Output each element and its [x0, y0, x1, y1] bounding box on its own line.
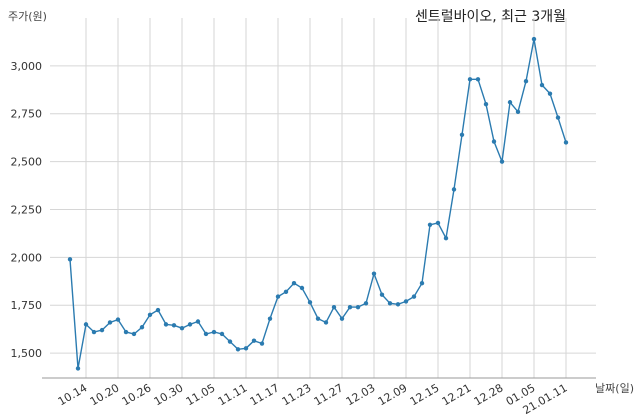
x-tick-label: 11.23 [280, 381, 314, 408]
y-axis-label: 주가(원) [8, 10, 47, 23]
data-point [163, 322, 169, 327]
data-point [219, 331, 225, 337]
y-tick-label: 2,500 [11, 156, 43, 169]
x-tick-label: 10.14 [56, 381, 90, 408]
data-point [379, 292, 385, 297]
x-tick-label: 12.15 [408, 381, 442, 408]
y-tick-label: 2,250 [11, 203, 43, 216]
x-tick-label: 12.03 [344, 381, 378, 408]
data-point [555, 115, 561, 120]
y-tick-label: 3,000 [11, 60, 43, 73]
data-point [139, 325, 145, 330]
data-point [427, 222, 433, 228]
data-point [475, 77, 481, 82]
x-tick-label: 10.30 [152, 381, 186, 408]
data-point [291, 281, 297, 286]
data-point [235, 347, 241, 352]
x-tick-label: 12.09 [376, 381, 410, 408]
data-point [107, 320, 113, 325]
data-point [267, 316, 273, 321]
data-point [483, 101, 489, 107]
x-axis-label: 날짜(일) [595, 382, 634, 395]
data-point [339, 316, 345, 321]
data-point [307, 300, 313, 305]
data-point [507, 100, 513, 105]
data-point [75, 366, 81, 371]
data-point [355, 304, 361, 310]
data-point [419, 281, 425, 286]
data-point [283, 289, 289, 295]
data-point [371, 271, 377, 276]
data-point [67, 257, 73, 262]
y-tick-label: 1,500 [11, 347, 43, 360]
data-point [347, 304, 353, 310]
data-point [563, 140, 569, 145]
data-point [251, 338, 257, 343]
data-point [259, 341, 265, 346]
data-point [395, 302, 401, 307]
x-tick-label: 11.17 [248, 381, 282, 408]
data-point [203, 331, 209, 337]
data-point [123, 329, 129, 335]
data-point [451, 187, 457, 192]
data-point [459, 132, 465, 138]
data-point [387, 301, 393, 306]
data-point [411, 294, 417, 299]
data-point [443, 236, 449, 241]
x-tick-label: 11.05 [184, 381, 218, 408]
data-point [171, 323, 177, 328]
data-point [363, 301, 369, 306]
data-point [91, 329, 97, 335]
data-point [299, 285, 305, 291]
data-point [515, 109, 521, 115]
x-tick-label: 11.11 [216, 381, 250, 408]
data-point [243, 346, 249, 351]
data-point [147, 312, 153, 318]
data-point [275, 294, 281, 299]
data-point [403, 299, 409, 304]
data-point [435, 220, 441, 226]
y-tick-label: 1,750 [11, 299, 43, 312]
data-point [331, 304, 337, 310]
data-point [187, 322, 193, 327]
data-point [99, 327, 105, 333]
data-point [211, 329, 217, 335]
data-point [499, 159, 505, 164]
data-point [323, 320, 329, 325]
data-point [315, 316, 321, 321]
data-point [467, 77, 473, 82]
data-point [131, 331, 137, 337]
data-point [83, 322, 89, 327]
data-point [155, 307, 161, 313]
data-point [531, 36, 537, 42]
x-tick-label: 11.27 [312, 381, 346, 408]
data-point [523, 78, 529, 84]
data-point [179, 326, 185, 331]
x-tick-label: 12.28 [472, 381, 506, 408]
y-tick-label: 2,000 [11, 251, 43, 264]
y-tick-label: 2,750 [11, 108, 43, 121]
data-point [539, 82, 545, 88]
chart-title: 센트럴바이오, 최근 3개월 [414, 9, 566, 25]
data-point [547, 91, 553, 96]
x-tick-label: 12.21 [440, 381, 474, 408]
data-point [195, 319, 201, 324]
data-point [491, 139, 497, 144]
x-tick-label: 10.26 [120, 381, 154, 408]
data-point [115, 317, 121, 322]
x-tick-label: 10.20 [88, 381, 122, 408]
data-point [227, 339, 233, 344]
